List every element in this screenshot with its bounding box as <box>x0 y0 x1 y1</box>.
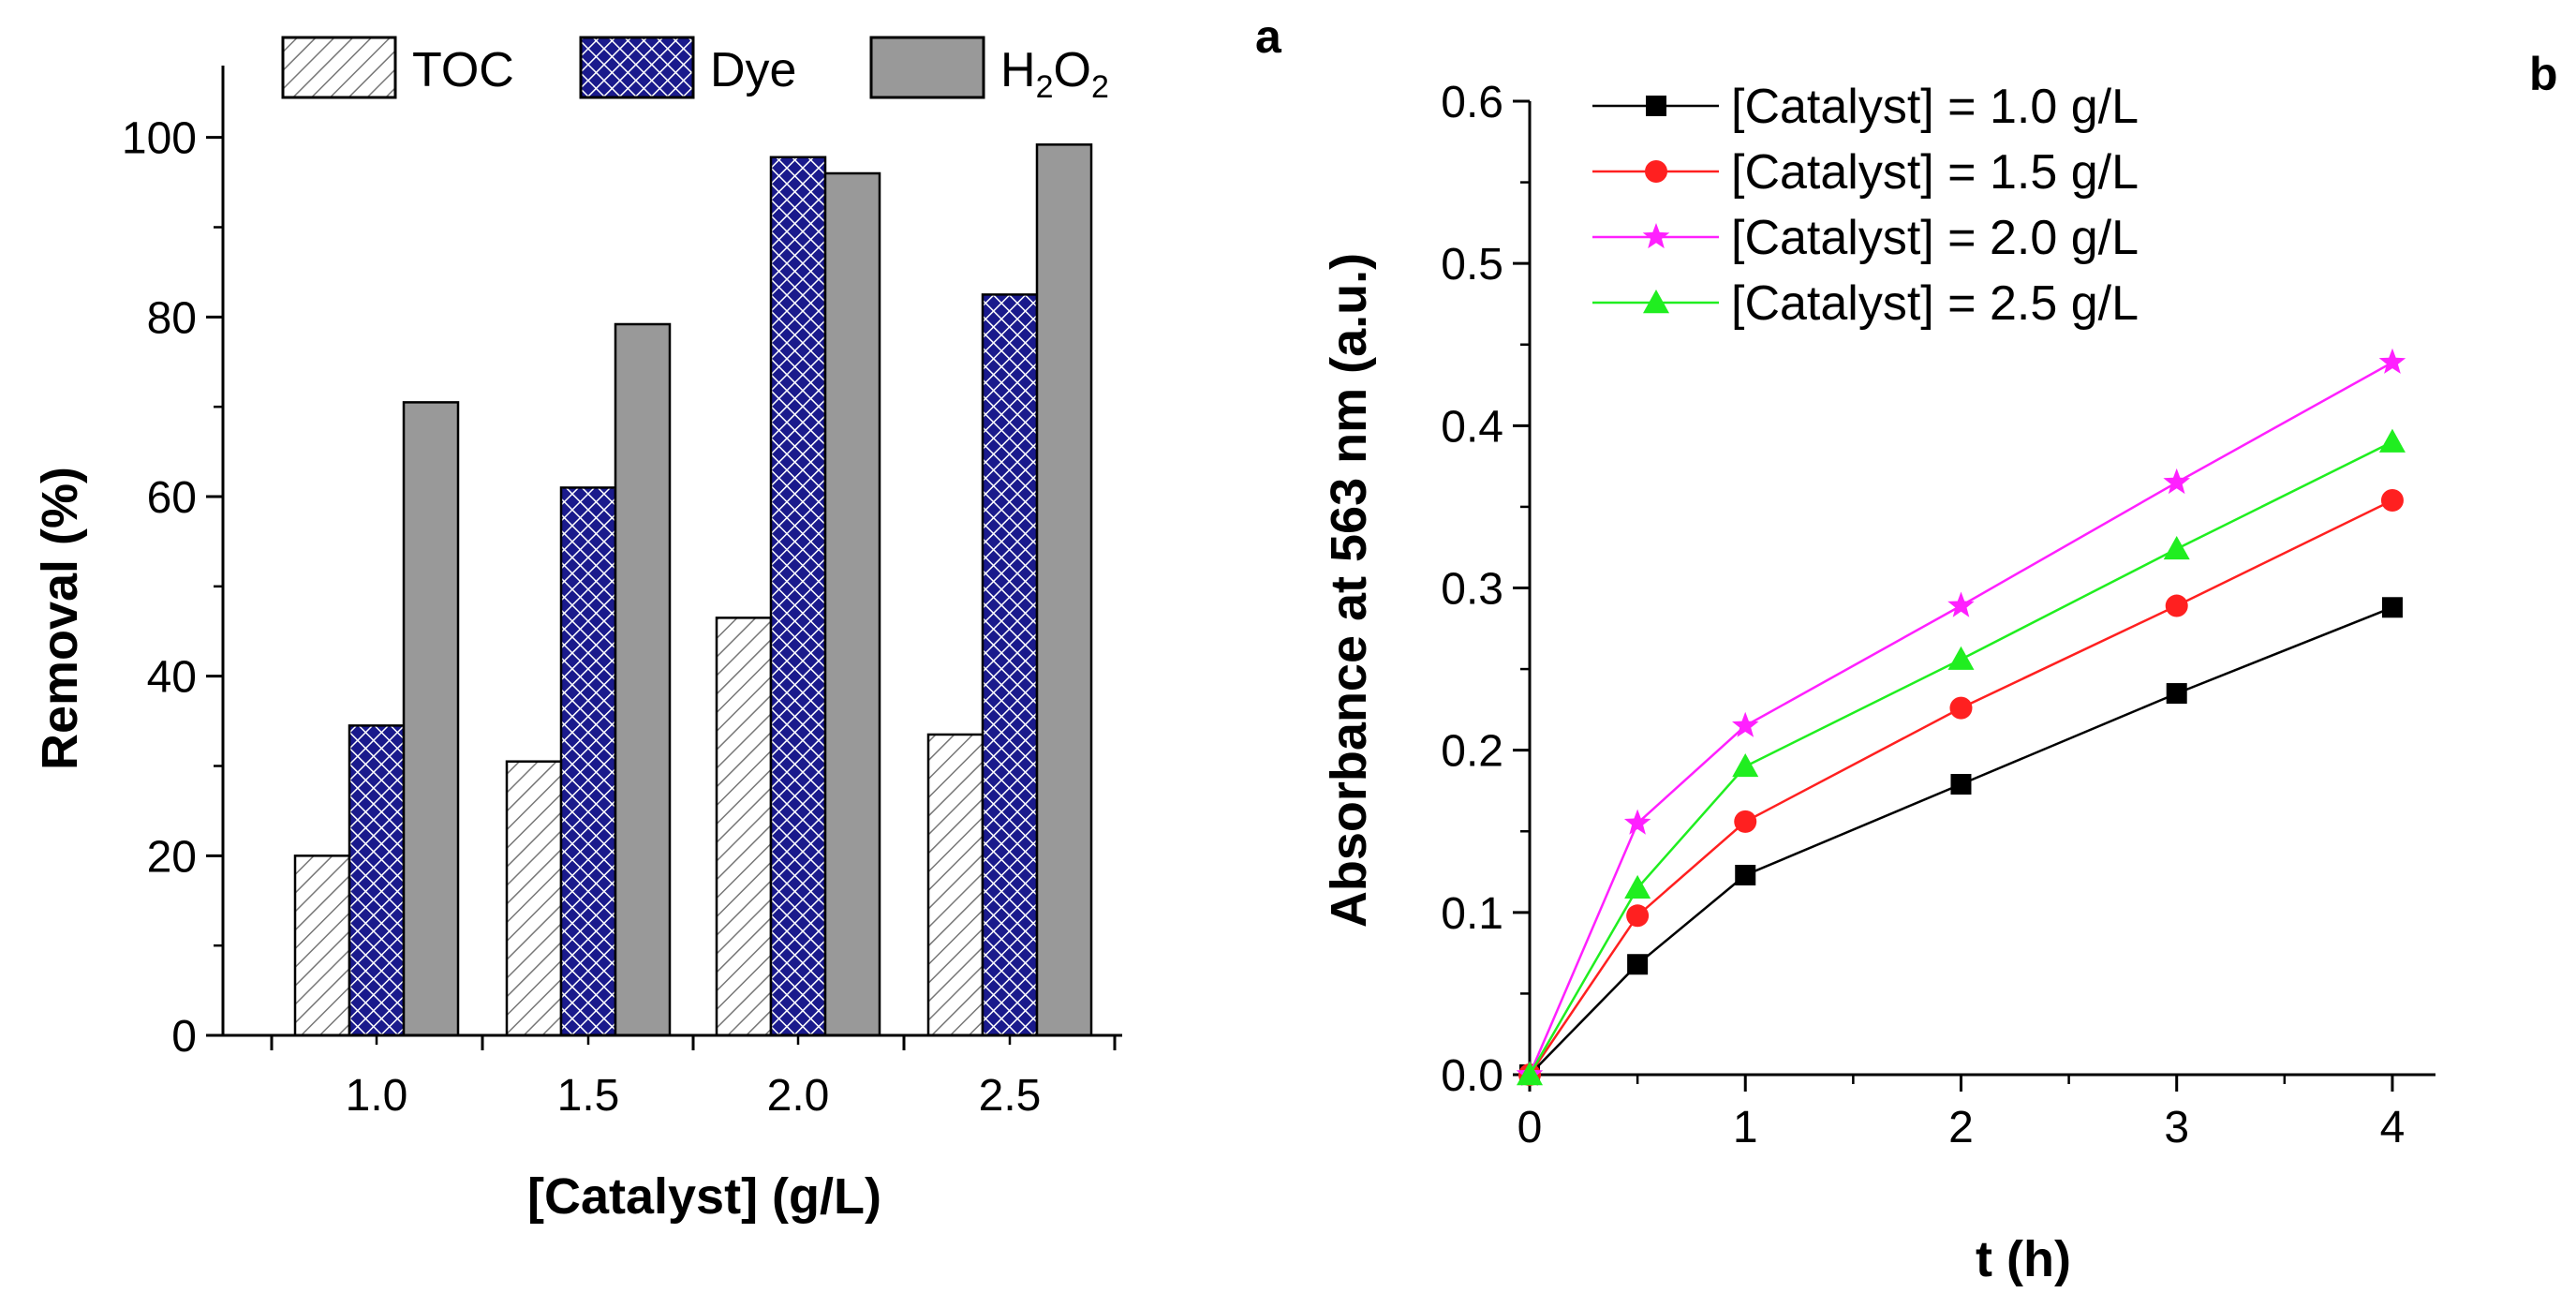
point-catalyst-1-5-g-l-1 <box>1626 904 1650 928</box>
bar-dye-1-0 <box>348 724 406 1037</box>
bar-h2o2-2-0 <box>823 171 881 1037</box>
legend-label-h2o2: H2O2 <box>1000 43 1109 105</box>
y-tick-label-b: 0.2 <box>1441 727 1503 777</box>
line-catalyst-2-5-g-l <box>1528 440 2393 1076</box>
y-tick-label-b: 0.5 <box>1441 240 1503 290</box>
point-catalyst-1-0-g-l-2 <box>1735 865 1756 886</box>
bar-series <box>293 143 1093 1037</box>
axes-panel-b: 0.0 0.1 0.2 0.3 0.4 0.5 0.6 0 1 2 3 4 <box>1441 78 2435 1152</box>
panel-label-a: a <box>1255 10 1282 63</box>
legend-swatch-toc <box>281 36 397 99</box>
line-catalyst-1-5-g-l <box>1528 498 2393 1076</box>
bar-h2o2-1-0 <box>402 401 460 1037</box>
legend-label-catalyst-1-0-g-l: [Catalyst] = 1.0 g/L <box>1731 80 2139 134</box>
legend-marker-catalyst-2-5-g-l <box>1643 290 1669 314</box>
x-tick-label-b: 4 <box>2380 1103 2406 1152</box>
bar-toc-1-5 <box>505 760 563 1037</box>
point-catalyst-2-0-g-l-1 <box>1623 809 1651 835</box>
x-tick-label-a: 1.5 <box>557 1071 620 1121</box>
legend-label-toc: TOC <box>412 43 514 97</box>
line-catalyst-2-0-g-l <box>1528 361 2393 1076</box>
y-axis-title-b: Absorbance at 563 nm (a.u.) <box>1321 253 1377 928</box>
axes-panel-a: 0 20 40 60 80 100 1.0 1.5 2.0 2.5 <box>122 66 1122 1121</box>
x-tick-label-a: 1.0 <box>346 1071 408 1121</box>
x-tick-label-a: 2.0 <box>767 1071 830 1121</box>
x-tick-label-a: 2.5 <box>979 1071 1042 1121</box>
bar-toc-2-5 <box>926 733 985 1037</box>
point-catalyst-1-0-g-l-1 <box>1627 954 1649 975</box>
line-catalyst-1-0-g-l <box>1529 606 2393 1076</box>
point-catalyst-2-0-g-l-5 <box>2378 348 2406 374</box>
point-catalyst-1-5-g-l-5 <box>2380 488 2404 512</box>
x-tick-label-b: 2 <box>1948 1103 1974 1152</box>
y-tick-label-a: 20 <box>147 832 197 882</box>
point-catalyst-1-5-g-l-2 <box>1734 810 1757 833</box>
bar-dye-2-5 <box>981 293 1039 1037</box>
y-tick-label-b: 0.4 <box>1441 402 1503 452</box>
y-axis-title-a: Removal (%) <box>32 467 88 770</box>
legend-swatch-dye <box>579 36 695 99</box>
legend-swatch-h2o2 <box>869 36 985 99</box>
bar-chart-panel-a: TOC Dye H2O2 0 20 40 60 80 100 1.0 1.5 2.0 2.5 Re… <box>32 36 1122 1225</box>
point-catalyst-1-5-g-l-4 <box>2165 594 2188 617</box>
point-catalyst-2-0-g-l-4 <box>2163 468 2190 495</box>
point-catalyst-2-0-g-l-2 <box>1732 711 1759 737</box>
legend-marker-catalyst-1-0-g-l <box>1646 96 1666 116</box>
x-axis-title-a: [Catalyst] (g/L) <box>527 1168 881 1225</box>
x-tick-label-b: 1 <box>1733 1103 1758 1152</box>
x-tick-label-b: 0 <box>1517 1103 1543 1152</box>
legend-label-catalyst-2-0-g-l: [Catalyst] = 2.0 g/L <box>1731 211 2139 265</box>
bar-h2o2-2-5 <box>1035 143 1093 1037</box>
bar-dye-1-5 <box>559 486 617 1037</box>
bar-legend: TOC Dye H2O2 <box>281 36 1109 105</box>
bar-toc-2-0 <box>715 617 773 1037</box>
legend-label-catalyst-2-5-g-l: [Catalyst] = 2.5 g/L <box>1731 276 2139 331</box>
line-chart-panel-b: 0.0 0.1 0.2 0.3 0.4 0.5 0.6 0 1 2 3 4 [Catalyst] = … <box>1321 78 2435 1287</box>
y-tick-label-a: 0 <box>171 1012 197 1062</box>
line-series <box>1516 348 2406 1087</box>
y-tick-label-a: 80 <box>147 293 197 343</box>
point-catalyst-2-5-g-l-5 <box>2378 428 2406 453</box>
y-tick-label-b: 0.0 <box>1441 1051 1503 1101</box>
bar-dye-2-0 <box>769 156 827 1037</box>
y-tick-label-a: 40 <box>147 653 197 703</box>
legend-marker-catalyst-2-0-g-l <box>1642 223 1670 249</box>
point-catalyst-2-0-g-l-3 <box>1947 591 1975 617</box>
point-catalyst-1-0-g-l-3 <box>1950 774 1972 795</box>
legend-marker-catalyst-1-5-g-l <box>1645 160 1667 183</box>
x-tick-label-b: 3 <box>2164 1103 2189 1152</box>
point-catalyst-2-5-g-l-2 <box>1732 752 1759 778</box>
y-tick-label-a: 100 <box>122 114 197 164</box>
point-catalyst-2-5-g-l-1 <box>1624 874 1651 899</box>
y-tick-label-a: 60 <box>147 473 197 523</box>
point-catalyst-2-5-g-l-4 <box>2163 535 2190 560</box>
y-tick-label-b: 0.3 <box>1441 565 1503 615</box>
point-catalyst-2-5-g-l-3 <box>1947 646 1975 670</box>
bar-h2o2-1-5 <box>614 322 672 1037</box>
legend-label-dye: Dye <box>710 43 796 97</box>
y-tick-label-b: 0.1 <box>1441 889 1503 939</box>
y-tick-label-b: 0.6 <box>1441 78 1503 127</box>
point-catalyst-2-5-g-l-0 <box>1517 1062 1543 1086</box>
point-catalyst-1-5-g-l-3 <box>1949 696 1973 720</box>
bar-toc-1-0 <box>293 855 351 1037</box>
point-catalyst-1-0-g-l-5 <box>2381 597 2403 618</box>
x-axis-title-b: t (h) <box>1976 1231 2071 1287</box>
point-catalyst-1-0-g-l-4 <box>2166 683 2187 705</box>
panel-label-b: b <box>2529 48 2558 100</box>
legend-label-catalyst-1-5-g-l: [Catalyst] = 1.5 g/L <box>1731 145 2139 200</box>
line-legend: [Catalyst] = 1.0 g/L [Catalyst] = 1.5 g/L… <box>1592 80 2139 331</box>
